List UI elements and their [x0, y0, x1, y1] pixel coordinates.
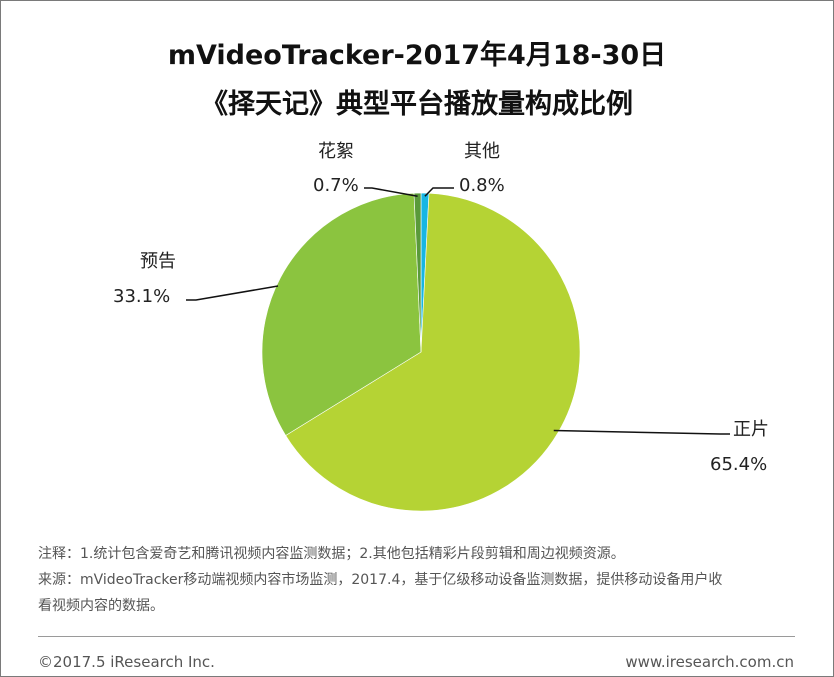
copyright-text: ©2017.5 iResearch Inc. — [38, 653, 215, 671]
footer-divider — [38, 636, 795, 637]
slice-label-zhengpian: 正片 — [733, 419, 769, 440]
slice-value-yugao: 33.1% — [113, 286, 170, 307]
leader-line-yugao — [186, 285, 279, 301]
slice-label-yugao: 预告 — [140, 251, 176, 272]
slice-yugao — [261, 192, 422, 436]
leader-line-qita — [424, 187, 454, 197]
slice-value-qita: 0.8% — [459, 175, 505, 196]
note-source-line-1: 来源：mVideoTracker移动端视频内容市场监测，2017.4，基于亿级移… — [38, 572, 723, 588]
slice-label-qita: 其他 — [464, 141, 500, 162]
slice-label-huaxu: 花絮 — [318, 141, 354, 162]
slice-value-huaxu: 0.7% — [313, 175, 359, 196]
leader-line-zhengpian — [553, 429, 730, 435]
notes-block: 注释：1.统计包含爱奇艺和腾讯视频内容监测数据；2.其他包括精彩片段剪辑和周边视… — [38, 541, 813, 619]
slice-huaxu — [413, 192, 422, 353]
chart-title-line2: 《择天记》典型平台播放量构成比例 — [201, 89, 633, 120]
slice-zhengpian — [285, 192, 581, 512]
note-source-line-2: 看视频内容的数据。 — [38, 598, 164, 614]
leader-line-huaxu — [364, 187, 418, 197]
pie-slices — [261, 192, 581, 512]
chart-title-line1: mVideoTracker-2017年4月18-30日 — [167, 40, 667, 71]
note-line-1: 注释：1.统计包含爱奇艺和腾讯视频内容监测数据；2.其他包括精彩片段剪辑和周边视… — [38, 546, 625, 562]
website-link[interactable]: www.iresearch.com.cn — [625, 653, 794, 671]
slice-value-zhengpian: 65.4% — [710, 454, 767, 475]
leader-lines — [186, 187, 730, 435]
